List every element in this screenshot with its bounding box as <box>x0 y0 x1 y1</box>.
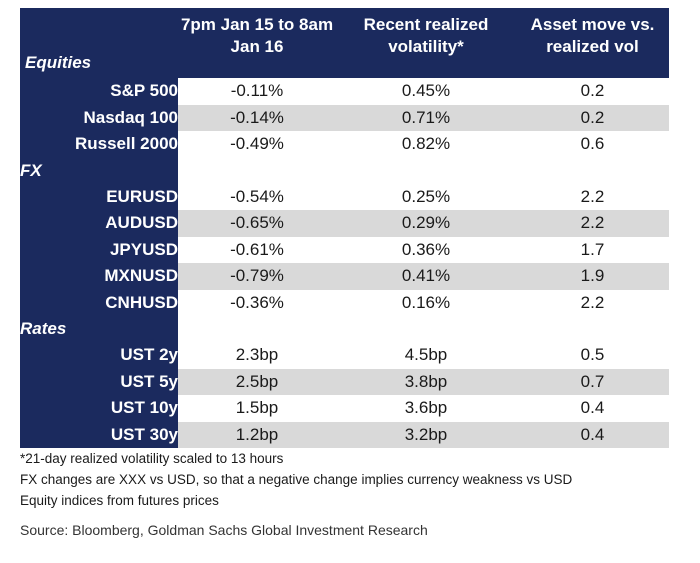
header-first-section: Equities <box>20 8 178 78</box>
section-row: Rates <box>20 316 669 342</box>
move-cell: -0.49% <box>230 134 284 154</box>
footnotes: *21-day realized volatility scaled to 13… <box>20 448 572 511</box>
ratio-cell: 1.7 <box>580 239 605 259</box>
empty-cell <box>516 158 669 184</box>
table-row: JPYUSD -0.61% 0.36% 1.7 <box>20 236 669 263</box>
section-label: FX <box>20 157 178 184</box>
row-label: Nasdaq 100 <box>20 104 178 131</box>
move-cell: -0.14% <box>178 104 336 131</box>
vol-cell: 3.2bp <box>336 421 516 448</box>
table-row: Russell 2000 -0.49% 0.82% 0.6 <box>20 131 669 158</box>
move-cell: 2.5bp <box>178 368 336 395</box>
header-timeframe: 7pm Jan 15 to 8am Jan 16 <box>178 8 336 78</box>
vol-cell: 0.16% <box>401 292 451 312</box>
ratio-cell: 2.2 <box>516 210 669 237</box>
move-cell: -0.61% <box>230 239 284 259</box>
move-cell: -0.79% <box>178 263 336 290</box>
footnote: FX changes are XXX vs USD, so that a neg… <box>20 472 573 487</box>
table-row: UST 5y 2.5bp 3.8bp 0.7 <box>20 368 669 395</box>
ratio-cell: 0.6 <box>580 134 605 154</box>
vol-cell: 0.25% <box>401 186 451 206</box>
ratio-cell: 1.9 <box>516 263 669 290</box>
header-realized-vol: Recent realized volatility* <box>336 8 516 78</box>
row-label: EURUSD <box>20 183 178 210</box>
move-cell: -0.36% <box>230 292 284 312</box>
table-row: UST 2y 2.3bp 4.5bp 0.5 <box>20 342 669 369</box>
ratio-cell: 2.2 <box>580 186 605 206</box>
vol-cell: 0.41% <box>336 263 516 290</box>
table-body: S&P 500 -0.11% 0.45% 0.2 Nasdaq 100 -0.14% 0.7… <box>20 78 669 448</box>
table-row: AUDUSD -0.65% 0.29% 2.2 <box>20 210 669 237</box>
footnote: *21-day realized volatility scaled to 13… <box>20 451 284 466</box>
move-cell: 2.3bp <box>235 345 279 365</box>
table-row: UST 10y 1.5bp 3.6bp 0.4 <box>20 395 669 422</box>
row-label: MXNUSD <box>20 263 178 290</box>
empty-cell <box>178 316 336 342</box>
vol-cell: 0.82% <box>401 134 451 154</box>
row-label: CNHUSD <box>20 289 178 316</box>
table-row: Nasdaq 100 -0.14% 0.71% 0.2 <box>20 104 669 131</box>
row-label: Russell 2000 <box>20 131 178 158</box>
move-cell: -0.54% <box>230 186 284 206</box>
ratio-cell: 0.7 <box>516 368 669 395</box>
empty-cell <box>178 158 336 184</box>
table-row: EURUSD -0.54% 0.25% 2.2 <box>20 183 669 210</box>
row-label: S&P 500 <box>20 78 178 105</box>
ratio-cell: 0.4 <box>516 421 669 448</box>
vol-cell: 4.5bp <box>404 345 448 365</box>
section-row: FX <box>20 157 669 184</box>
ratio-cell: 0.2 <box>516 104 669 131</box>
row-label: JPYUSD <box>20 236 178 263</box>
row-label: UST 10y <box>20 395 178 422</box>
table-row: MXNUSD -0.79% 0.41% 1.9 <box>20 263 669 290</box>
move-cell: 1.2bp <box>178 421 336 448</box>
row-label: UST 30y <box>20 421 178 448</box>
empty-cell <box>336 316 516 342</box>
vol-cell: 3.6bp <box>404 398 448 418</box>
table-row: UST 30y 1.2bp 3.2bp 0.4 <box>20 421 669 448</box>
vol-cell: 0.71% <box>336 104 516 131</box>
section-label: Rates <box>20 316 178 342</box>
table-row: CNHUSD -0.36% 0.16% 2.2 <box>20 289 669 316</box>
footnote: Equity indices from futures prices <box>20 493 219 508</box>
volatility-table: Equities 7pm Jan 15 to 8am Jan 16 Recent… <box>20 8 669 448</box>
vol-cell: 0.36% <box>401 239 451 259</box>
vol-cell: 0.45% <box>401 81 451 101</box>
move-cell: -0.65% <box>178 210 336 237</box>
vol-cell: 0.29% <box>336 210 516 237</box>
row-label: AUDUSD <box>20 210 178 237</box>
ratio-cell: 2.2 <box>580 292 605 312</box>
move-cell: 1.5bp <box>235 398 279 418</box>
source-note: Source: Bloomberg, Goldman Sachs Global … <box>20 522 428 538</box>
header-move-vs-vol: Asset move vs. realized vol <box>516 8 669 78</box>
empty-cell <box>516 316 669 342</box>
row-label: UST 5y <box>20 368 178 395</box>
vol-cell: 3.8bp <box>336 368 516 395</box>
table-row: S&P 500 -0.11% 0.45% 0.2 <box>20 78 669 105</box>
empty-cell <box>336 158 516 184</box>
section-label-equities: Equities <box>25 53 92 72</box>
row-label: UST 2y <box>20 342 178 369</box>
ratio-cell: 0.4 <box>580 398 605 418</box>
table-header-row: Equities 7pm Jan 15 to 8am Jan 16 Recent… <box>20 8 669 78</box>
ratio-cell: 0.5 <box>580 345 605 365</box>
ratio-cell: 0.2 <box>580 81 605 101</box>
move-cell: -0.11% <box>230 81 284 101</box>
